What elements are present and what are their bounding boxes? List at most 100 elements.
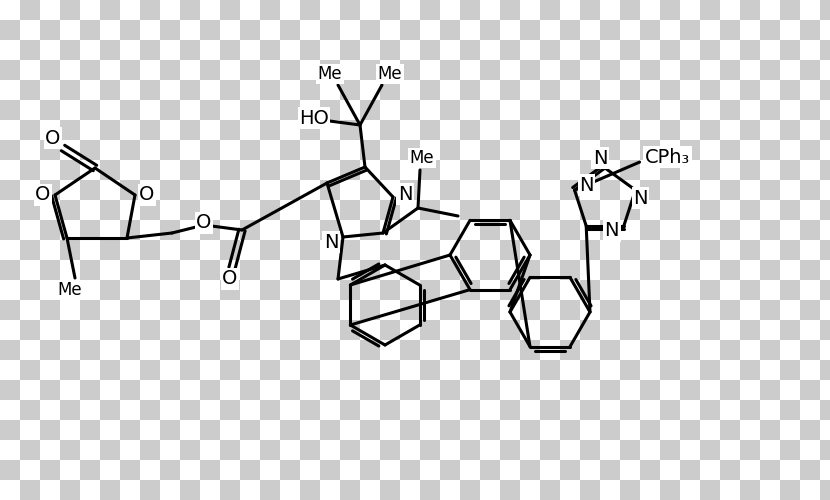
- Bar: [420, 0, 440, 20]
- Bar: [800, 360, 820, 380]
- Bar: [320, 240, 340, 260]
- Bar: [200, 280, 220, 300]
- Bar: [180, 220, 200, 240]
- Bar: [220, 200, 240, 220]
- Text: Me: Me: [378, 65, 403, 83]
- Bar: [820, 220, 830, 240]
- Bar: [400, 120, 420, 140]
- Bar: [140, 40, 160, 60]
- Bar: [280, 380, 300, 400]
- Bar: [240, 380, 260, 400]
- Bar: [540, 300, 560, 320]
- Bar: [740, 320, 760, 340]
- Bar: [720, 380, 740, 400]
- Bar: [100, 60, 120, 80]
- Bar: [480, 340, 500, 360]
- Bar: [440, 60, 460, 80]
- Bar: [360, 360, 380, 380]
- Bar: [240, 340, 260, 360]
- Bar: [240, 0, 260, 20]
- Bar: [260, 120, 280, 140]
- Bar: [680, 380, 700, 400]
- Bar: [140, 100, 160, 120]
- Bar: [340, 280, 360, 300]
- Bar: [360, 460, 380, 480]
- Bar: [460, 0, 480, 20]
- Bar: [60, 480, 80, 500]
- Bar: [700, 420, 720, 440]
- Bar: [520, 420, 540, 440]
- Bar: [200, 420, 220, 440]
- Bar: [780, 320, 800, 340]
- Bar: [0, 220, 20, 240]
- Bar: [760, 80, 780, 100]
- Bar: [280, 440, 300, 460]
- Bar: [80, 20, 100, 40]
- Bar: [0, 320, 20, 340]
- Bar: [180, 400, 200, 420]
- Bar: [280, 240, 300, 260]
- Bar: [680, 160, 700, 180]
- Bar: [20, 420, 40, 440]
- Bar: [540, 480, 560, 500]
- Bar: [440, 20, 460, 40]
- Bar: [340, 440, 360, 460]
- Bar: [760, 220, 780, 240]
- Bar: [620, 300, 640, 320]
- Bar: [440, 380, 460, 400]
- Bar: [40, 60, 60, 80]
- Bar: [640, 360, 660, 380]
- Bar: [540, 280, 560, 300]
- Bar: [300, 340, 320, 360]
- Bar: [360, 280, 380, 300]
- Bar: [700, 440, 720, 460]
- Bar: [40, 160, 60, 180]
- Bar: [540, 160, 560, 180]
- Bar: [300, 40, 320, 60]
- Bar: [700, 220, 720, 240]
- Bar: [80, 220, 100, 240]
- Bar: [380, 340, 400, 360]
- Bar: [800, 140, 820, 160]
- Bar: [700, 340, 720, 360]
- Bar: [720, 320, 740, 340]
- Bar: [680, 360, 700, 380]
- Bar: [40, 100, 60, 120]
- Bar: [160, 160, 180, 180]
- Bar: [680, 20, 700, 40]
- Bar: [740, 100, 760, 120]
- Bar: [580, 120, 600, 140]
- Bar: [340, 200, 360, 220]
- Bar: [800, 20, 820, 40]
- Bar: [340, 480, 360, 500]
- Bar: [140, 420, 160, 440]
- Bar: [380, 420, 400, 440]
- Bar: [220, 160, 240, 180]
- Bar: [340, 0, 360, 20]
- Bar: [160, 280, 180, 300]
- Bar: [380, 140, 400, 160]
- Bar: [580, 140, 600, 160]
- Bar: [620, 200, 640, 220]
- Bar: [500, 400, 520, 420]
- Bar: [480, 380, 500, 400]
- Bar: [100, 0, 120, 20]
- Bar: [480, 0, 500, 20]
- Text: CPh₃: CPh₃: [645, 148, 691, 167]
- Bar: [200, 320, 220, 340]
- Bar: [660, 20, 680, 40]
- Bar: [240, 260, 260, 280]
- Bar: [800, 340, 820, 360]
- Bar: [740, 380, 760, 400]
- Bar: [380, 260, 400, 280]
- Bar: [80, 380, 100, 400]
- Bar: [0, 100, 20, 120]
- Bar: [280, 300, 300, 320]
- Bar: [100, 180, 120, 200]
- Bar: [560, 380, 580, 400]
- Bar: [260, 80, 280, 100]
- Bar: [40, 40, 60, 60]
- Bar: [560, 20, 580, 40]
- Bar: [0, 20, 20, 40]
- Bar: [520, 320, 540, 340]
